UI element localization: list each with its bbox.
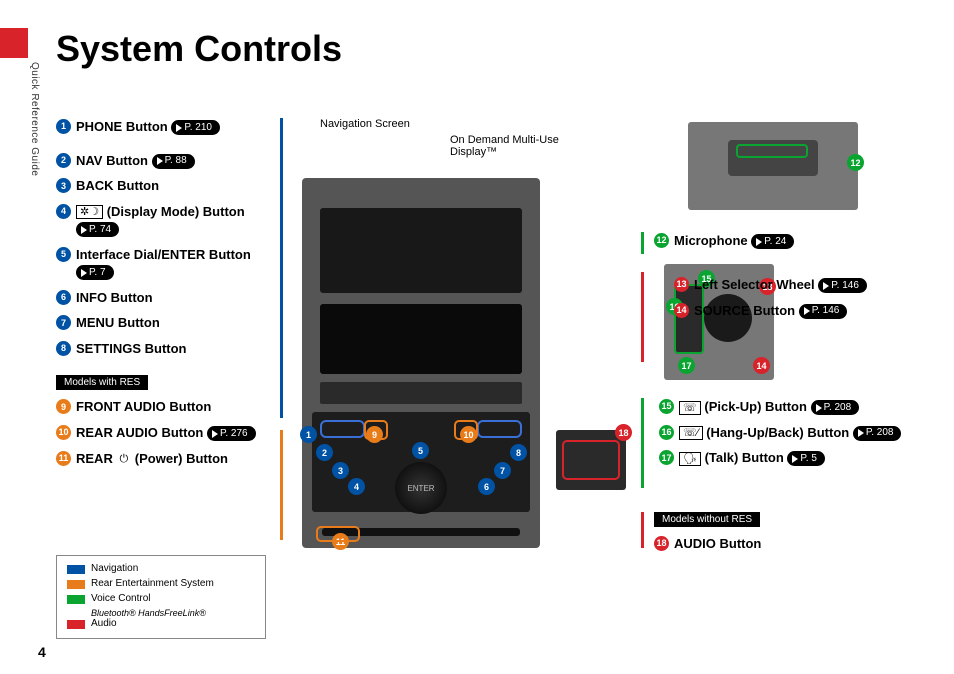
divider-red-1 <box>641 272 644 362</box>
callout-ondemand: On Demand Multi-UseDisplay™ <box>450 134 559 158</box>
swatch-green <box>67 595 85 604</box>
nav-screen <box>320 208 522 293</box>
inset-audio: 18 <box>556 430 626 490</box>
center-console: ENTER 1 2 3 4 5 6 7 8 9 10 11 <box>302 178 540 548</box>
power-icon: ⏻ <box>116 453 131 465</box>
item-front-audio: 9FRONT AUDIO Button <box>56 398 281 416</box>
item-interface-dial: 5Interface Dial/ENTER Button P. 7 <box>56 246 281 281</box>
right-wheel: 13Left Selector Wheel P. 146 14SOURCE Bu… <box>674 276 874 327</box>
marker-6: 6 <box>478 478 495 495</box>
page-ref: P. 210 <box>171 120 220 135</box>
multi-use-display <box>320 304 522 374</box>
inset-overhead: 12 <box>688 122 858 210</box>
item-info: 6INFO Button <box>56 289 281 307</box>
marker-8: 8 <box>510 444 527 461</box>
marker-17: 17 <box>678 357 695 374</box>
marker-7: 7 <box>494 462 511 479</box>
left-column: 1PHONE Button P. 210 2NAV Button P. 88 3… <box>56 118 281 475</box>
divider-blue <box>280 118 283 418</box>
nores-header: Models without RES <box>654 512 760 527</box>
page-title: System Controls <box>56 28 342 70</box>
item-rear-audio: 10REAR AUDIO Button P. 276 <box>56 424 281 442</box>
right-nores: Models without RES 18AUDIO Button <box>654 502 874 561</box>
right-mic: 12Microphone P. 24 <box>654 232 874 258</box>
red-tab <box>0 28 28 58</box>
divider-green-1 <box>641 232 644 254</box>
page-number: 4 <box>38 644 46 660</box>
bullet: 1 <box>56 119 71 134</box>
pickup-icon: ☏ <box>679 401 701 415</box>
marker-3: 3 <box>332 462 349 479</box>
display-mode-icon: ✲☽ <box>76 205 103 219</box>
divider-red-2 <box>641 512 644 548</box>
item-menu: 7MENU Button <box>56 314 281 332</box>
item-rear-power: 11REAR ⏻ (Power) Button <box>56 450 281 468</box>
marker-12: 12 <box>847 154 864 171</box>
side-vertical-text: Quick Reference Guide <box>29 62 40 176</box>
marker-2: 2 <box>316 444 333 461</box>
marker-4: 4 <box>348 478 365 495</box>
hangup-icon: ☏⁄ <box>679 426 703 440</box>
legend: Navigation Rear Entertainment System Voi… <box>56 555 266 639</box>
talk-icon: 🗣 <box>679 452 701 466</box>
marker-18: 18 <box>615 424 632 441</box>
marker-1: 1 <box>300 426 317 443</box>
swatch-orange <box>67 580 85 589</box>
item-display-mode: 4✲☽ (Display Mode) Button P. 74 <box>56 203 281 238</box>
interface-dial: ENTER <box>395 462 447 514</box>
callout-nav-screen: Navigation Screen <box>320 118 410 130</box>
item-phone: 1PHONE Button P. 210 <box>56 118 281 136</box>
item-settings: 8SETTINGS Button <box>56 340 281 358</box>
marker-5: 5 <box>412 442 429 459</box>
swatch-red <box>67 620 85 629</box>
marker-14: 14 <box>753 357 770 374</box>
divider-orange <box>280 430 283 540</box>
res-header: Models with RES <box>56 375 148 390</box>
button-row <box>320 382 522 404</box>
item-back: 3BACK Button <box>56 177 281 195</box>
right-voice: 15☏ (Pick-Up) Button P. 208 16☏⁄ (Hang-U… <box>659 398 934 475</box>
swatch-blue <box>67 565 85 574</box>
item-nav: 2NAV Button P. 88 <box>56 152 281 170</box>
divider-green-2 <box>641 398 644 488</box>
